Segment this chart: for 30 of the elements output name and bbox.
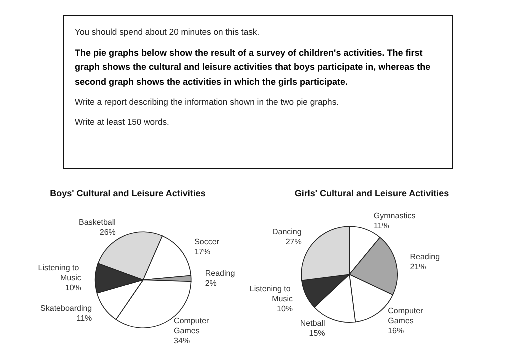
text: The pie graphs below show the result of a survey of children's activities. The first graph shows the cultural and leisure activities that boys participate in, whereas the second graph shows the activities in which the girls participate. — [75, 46, 432, 89]
data-label: 16% — [388, 326, 404, 336]
slice-label: Soccer — [194, 237, 220, 246]
chart-title: Boys' Cultural and Leisure Activities — [50, 188, 206, 198]
slice-label: Basketball — [78, 218, 116, 228]
slice-label: Reading — [205, 269, 236, 278]
data-label: 26% — [100, 228, 116, 238]
slice-label: Listening to Music — [250, 284, 294, 304]
slice-label: Listening to Music — [38, 264, 82, 283]
data-label: 10% — [65, 284, 82, 293]
slice-label: Computer Games — [174, 316, 212, 336]
slice-label: Computer Games — [388, 306, 426, 326]
slice-label: Netball — [300, 318, 326, 328]
data-label: 27% — [286, 237, 302, 246]
data-label: 34% — [174, 336, 190, 346]
slice-label: Reading — [410, 252, 440, 262]
data-label: 11% — [374, 222, 390, 231]
chart-title: Girls' Cultural and Leisure Activities — [294, 188, 450, 198]
data-label: 11% — [76, 314, 92, 323]
data-label: 15% — [309, 328, 326, 338]
data-label: 10% — [277, 304, 294, 314]
slice-label: Skateboarding — [40, 304, 92, 313]
slice-label: Dancing — [272, 227, 302, 236]
text: You should spend about 20 minutes on this task. — [75, 26, 261, 39]
slice-label: Gymnastics — [374, 212, 416, 221]
text: Write at least 150 words. — [75, 116, 170, 129]
data-label: 17% — [194, 247, 211, 256]
data-label: 21% — [410, 262, 426, 272]
data-label: 2% — [205, 279, 217, 288]
text: Write a report describing the information shown in the two pie graphs. — [75, 96, 340, 109]
